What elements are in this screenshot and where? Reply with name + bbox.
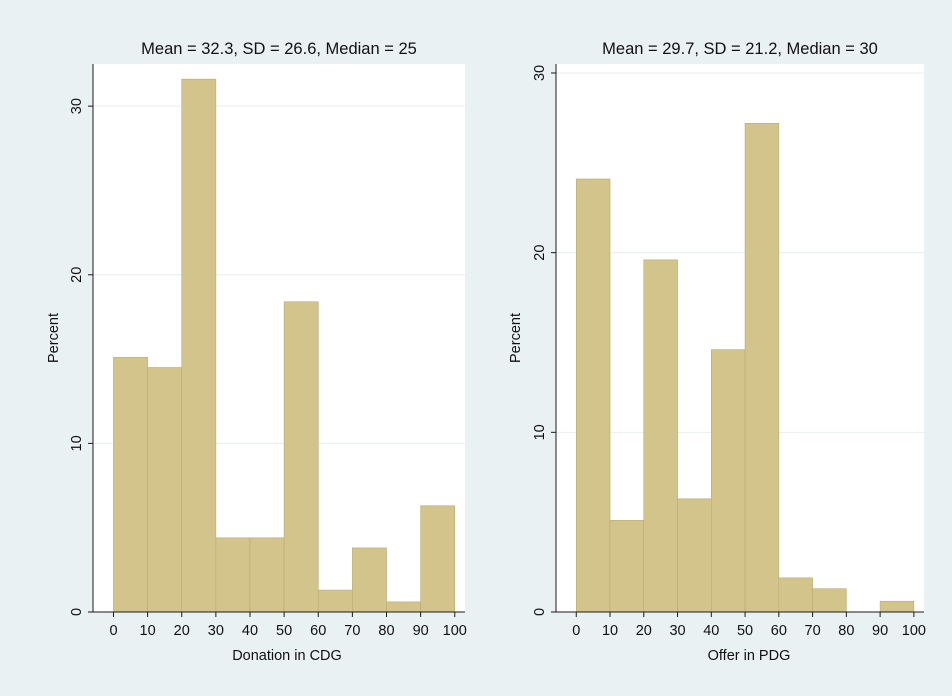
- x-tick-label: 0: [109, 623, 117, 639]
- histogram-bar: [283, 301, 319, 613]
- x-tick-label: 60: [771, 623, 787, 639]
- histogram-bar: [812, 588, 847, 613]
- y-tick-label: 10: [69, 435, 85, 451]
- x-tick-label: 70: [344, 623, 360, 639]
- histogram-bar: [249, 537, 285, 613]
- x-tick-label: 70: [805, 623, 821, 639]
- x-tick-label: 10: [602, 623, 618, 639]
- histogram-bar: [113, 357, 148, 613]
- y-tick-label: 30: [532, 65, 548, 81]
- x-tick-label: 0: [572, 623, 580, 639]
- chart-title: Mean = 29.7, SD = 21.2, Median = 30: [602, 40, 878, 58]
- histogram-bar: [643, 259, 678, 613]
- x-tick-label: 30: [208, 623, 224, 639]
- y-tick-label: 20: [532, 245, 548, 261]
- x-tick-label: 40: [703, 623, 719, 639]
- histogram-bar: [181, 78, 217, 613]
- x-tick-label: 20: [636, 623, 652, 639]
- y-axis-label: Percent: [508, 313, 524, 363]
- x-tick-label: 30: [669, 623, 685, 639]
- x-tick-label: 100: [902, 623, 926, 639]
- y-tick-label: 30: [69, 98, 85, 114]
- x-tick-label: 90: [872, 623, 888, 639]
- histogram-donation-cdg: 0 10 20 30 40 50 60 70 80 90 100 0 10 20 30 Mean = 32.…: [46, 40, 467, 664]
- x-tick-label: 60: [310, 623, 326, 639]
- x-tick-label: 50: [276, 623, 292, 639]
- x-tick-label: 80: [378, 623, 394, 639]
- histogram-bar: [386, 601, 421, 613]
- histogram-offer-pdg: 0 10 20 30 40 50 60 70 80 90 100 0 10 20 30 Mean = 29.…: [508, 40, 926, 664]
- y-tick-label: 10: [532, 424, 548, 440]
- histogram-bar: [711, 349, 746, 613]
- histogram-bar: [744, 122, 780, 613]
- histogram-bar: [778, 577, 813, 613]
- chart-title: Mean = 32.3, SD = 26.6, Median = 25: [141, 40, 417, 58]
- x-axis-label: Donation in CDG: [232, 648, 342, 664]
- y-tick-label: 0: [532, 608, 548, 616]
- histogram-bar: [879, 600, 915, 613]
- x-tick-label: 40: [242, 623, 258, 639]
- x-tick-label: 10: [140, 623, 156, 639]
- x-tick-label: 90: [413, 623, 429, 639]
- x-axis-label: Offer in PDG: [708, 648, 791, 664]
- y-tick-label: 20: [69, 267, 85, 283]
- histogram-bar: [317, 589, 353, 613]
- histogram-bar: [215, 537, 251, 613]
- histogram-bar: [609, 520, 645, 613]
- y-axis-label: Percent: [46, 313, 62, 363]
- x-tick-label: 50: [737, 623, 753, 639]
- x-tick-label: 100: [443, 623, 467, 639]
- histogram-bar: [575, 178, 611, 613]
- histogram-bar: [420, 505, 456, 613]
- histogram-bar: [352, 547, 387, 613]
- x-tick-label: 80: [838, 623, 854, 639]
- histogram-bar: [147, 367, 183, 613]
- y-tick-label: 0: [69, 608, 85, 616]
- x-tick-label: 20: [174, 623, 190, 639]
- histogram-bar: [677, 498, 712, 613]
